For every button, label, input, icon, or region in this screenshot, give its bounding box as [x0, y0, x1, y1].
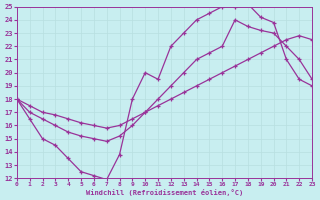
- X-axis label: Windchill (Refroidissement éolien,°C): Windchill (Refroidissement éolien,°C): [86, 189, 243, 196]
